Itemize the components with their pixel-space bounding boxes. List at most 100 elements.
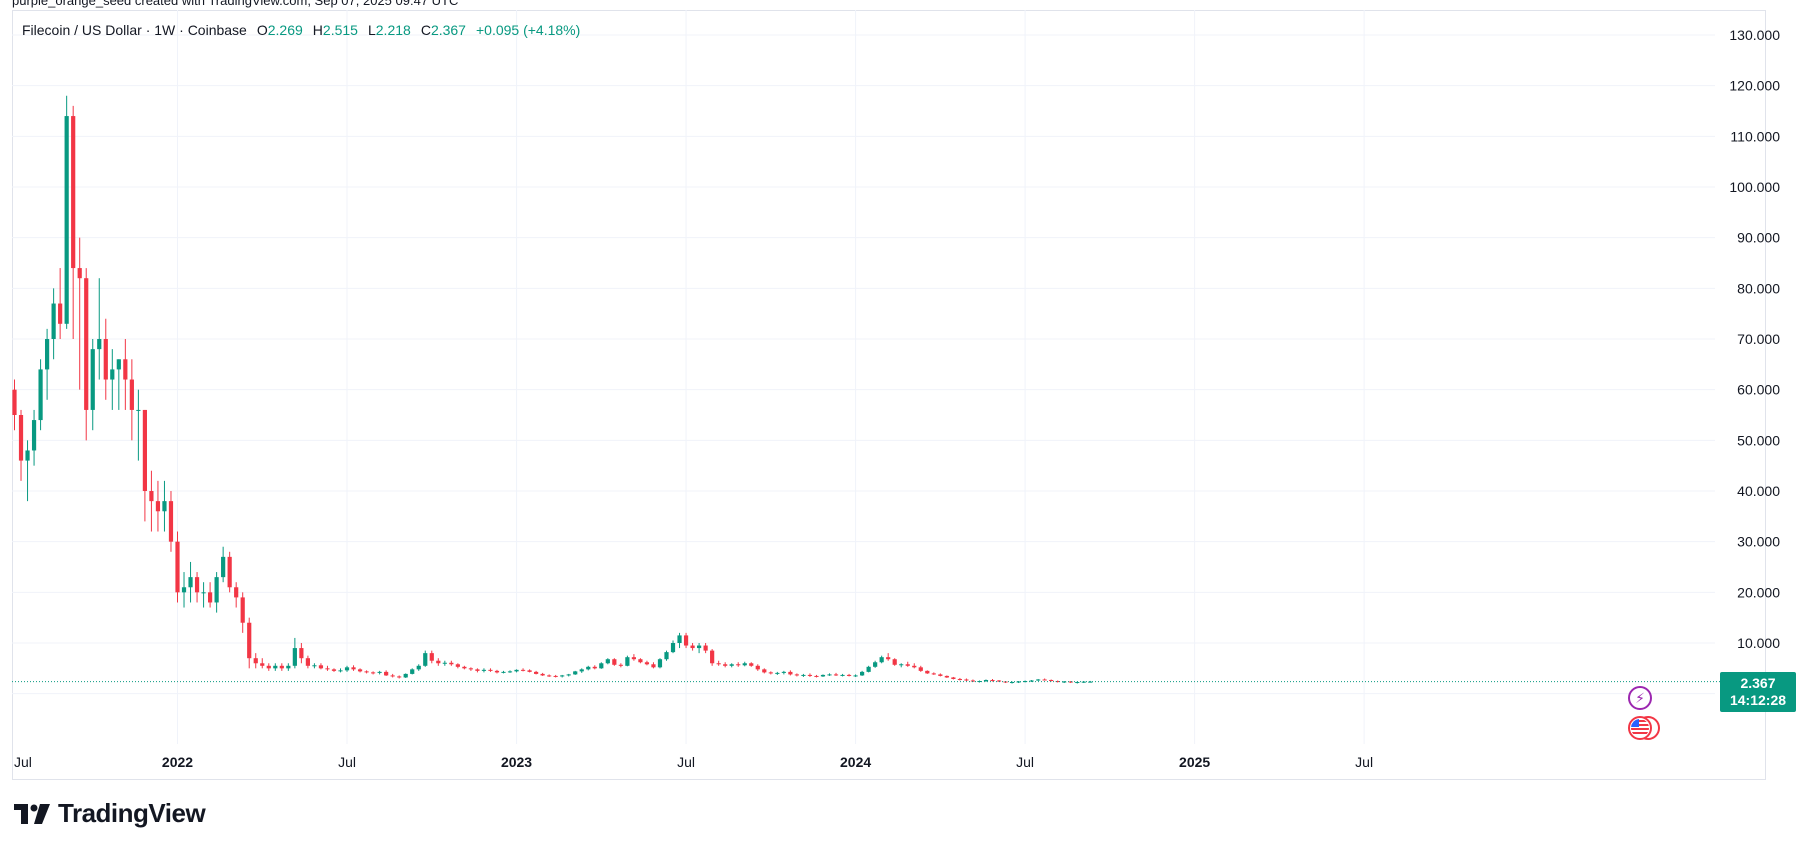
candle-body [71,116,76,269]
candle-body [781,671,786,673]
candle-body [481,669,487,671]
candle-body [436,660,441,664]
candle-body [116,359,121,370]
candle-body [429,653,434,661]
candle-body [475,669,480,671]
candle-body [690,645,695,649]
us-flag-icon[interactable] [1628,716,1652,740]
candle-body [64,116,69,324]
candle-body [540,673,545,676]
candle-body [247,622,252,659]
candle-body [240,597,245,623]
candle-body [371,672,376,674]
candle-body [253,658,258,664]
candle-body [507,671,513,673]
y-tick-label: 10.000 [1737,635,1780,651]
close-value: 2.367 [430,22,466,38]
open-value: 2.269 [267,22,303,38]
low-value: 2.218 [375,22,411,38]
candle-body [58,303,63,324]
x-tick-label: Jul [14,754,32,770]
symbol-title[interactable]: Filecoin / US Dollar · 1W · Coinbase [22,22,247,38]
candle-body [410,669,415,674]
candle-body [45,339,50,370]
candle-body [996,680,1002,682]
low-label: L [367,22,376,38]
close-label: C [420,22,431,38]
candle-body [742,663,747,666]
candle-body [442,662,447,664]
candle-body [423,653,428,666]
candle-body [129,379,134,410]
candle-body [403,673,408,678]
y-tick-label: 60.000 [1737,382,1780,398]
candle-body [1049,679,1054,681]
candle-body [918,667,923,671]
candle-body [892,659,897,665]
candle-body [768,672,773,674]
candle-body [338,670,343,672]
candle-body [1042,679,1047,681]
candle-body [1029,680,1034,682]
y-tick-label: 30.000 [1737,534,1780,550]
candle-body [703,645,708,651]
candle-body [364,671,369,673]
candle-body [729,664,734,666]
candle-body [853,675,858,677]
candle-body [618,664,623,666]
open-label: O [256,22,268,38]
high-label: H [312,22,323,38]
candle-body [214,577,219,603]
high-value: 2.515 [322,22,358,38]
candle-body [879,657,884,663]
candle-body [286,665,291,669]
candle-body [234,587,239,598]
candle-body [951,677,956,679]
candle-body [384,671,389,676]
candle-body [299,648,304,659]
bar-countdown: 14:12:28 [1729,692,1787,708]
time-axis: Jul 2022 Jul 2023 Jul 2024 Jul 2025 Jul [14,754,1373,770]
candle-body [1088,681,1093,683]
candle-body [820,674,826,677]
candle-body [612,659,617,665]
chart-caption: purple_orange_seed created with TradingV… [12,0,459,8]
price-axis: 130.000 120.000 110.000 100.000 90.000 80.000… [1729,27,1780,651]
x-tick-label: 2022 [162,754,193,770]
candle-body [723,664,728,666]
candle-body [775,672,780,674]
candle-body [318,665,324,669]
candle-body [97,339,102,350]
candle-body [912,665,917,668]
y-tick-label: 70.000 [1737,331,1780,347]
tradingview-logo-icon [14,803,50,824]
candle-body [357,669,363,672]
candle-body [136,409,141,411]
ohlc-open: O2.269 [257,22,303,38]
candle-body [501,671,506,673]
candle-body [794,674,799,676]
candle-body [670,643,676,653]
bolt-icon[interactable]: ⚡ [1628,686,1652,710]
candlestick-chart[interactable]: 130.000 120.000 110.000 100.000 90.000 80.000… [0,0,1806,790]
candle-body [1009,682,1015,684]
candle-body [860,671,865,676]
candle-body [866,666,871,672]
x-tick-label: 2023 [501,754,532,770]
candle-body [468,668,473,670]
y-tick-label: 100.000 [1729,179,1780,195]
candle-body [331,669,337,671]
candle-body [762,669,767,673]
tradingview-logo[interactable]: TradingView [14,798,206,829]
last-price-value: 2.367 [1740,675,1776,691]
chart-legend: Filecoin / US Dollar · 1W · Coinbase O2.… [22,22,580,38]
candle-body [273,665,278,669]
candle-body [312,665,317,667]
candle-body [175,541,180,593]
candle-body [527,670,532,672]
candle-body [305,658,310,666]
candle-body [1062,681,1067,683]
candle-body [683,635,689,646]
candle-body [586,666,591,670]
candle-body [31,420,37,451]
